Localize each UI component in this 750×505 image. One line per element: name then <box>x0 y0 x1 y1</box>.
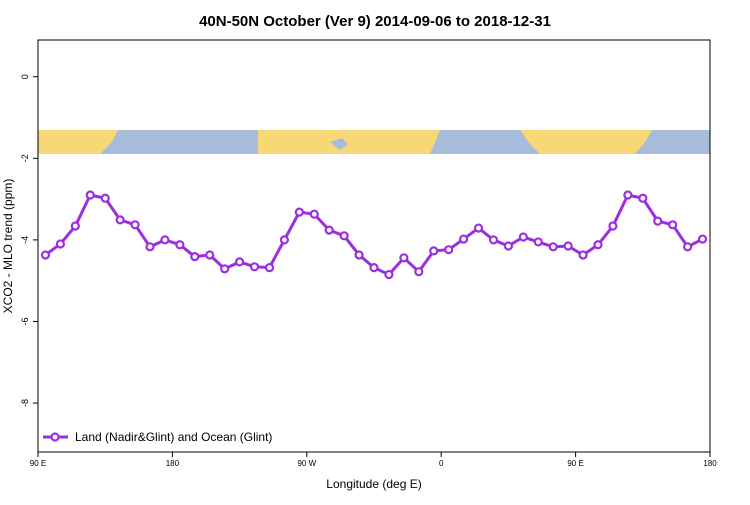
data-point <box>682 242 693 252</box>
data-point <box>264 263 275 273</box>
y-tick-label: -8 <box>20 399 30 407</box>
x-tick-label: 180 <box>703 459 717 468</box>
data-point <box>85 190 95 200</box>
data-point <box>503 241 513 251</box>
data-point <box>653 216 663 226</box>
data-point <box>414 267 424 277</box>
data-point <box>205 250 215 260</box>
plot-frame <box>37 39 711 453</box>
data-point <box>668 220 678 230</box>
data-point <box>100 193 110 203</box>
data-point <box>115 215 125 225</box>
data-point <box>444 245 454 255</box>
y-tick-label: 0 <box>20 74 30 79</box>
data-point <box>488 235 499 245</box>
y-tick-label: -4 <box>20 236 30 244</box>
data-point <box>399 253 409 263</box>
data-point <box>593 240 603 250</box>
data-point <box>518 232 528 242</box>
data-point <box>70 221 80 231</box>
data-point <box>235 257 245 267</box>
data-point <box>697 234 708 244</box>
data-point <box>160 235 170 245</box>
x-tick-label: 180 <box>166 459 180 468</box>
data-point <box>459 234 469 244</box>
data-point <box>354 250 364 260</box>
x-tick-label: 90 E <box>567 459 583 468</box>
data-point <box>279 235 289 245</box>
x-axis-label: Longitude (deg E) <box>326 477 421 491</box>
data-point <box>638 193 648 203</box>
data-point <box>563 241 573 251</box>
data-point <box>339 231 349 241</box>
data-point <box>548 242 558 252</box>
data-point <box>145 242 155 252</box>
data-point <box>473 223 484 233</box>
data-point <box>130 220 140 230</box>
data-point <box>220 264 230 274</box>
data-point <box>623 190 633 200</box>
y-tick-label: -6 <box>20 317 30 325</box>
data-point <box>578 250 588 260</box>
legend-label: Land (Nadir&Glint) and Ocean (Glint) <box>75 430 272 444</box>
data-point <box>324 225 334 235</box>
data-point <box>369 263 379 273</box>
data-point <box>608 221 618 231</box>
data-point <box>55 239 66 249</box>
chart-title: 40N-50N October (Ver 9) 2014-09-06 to 20… <box>199 13 551 30</box>
data-point <box>249 262 260 272</box>
data-point <box>190 252 200 262</box>
map-strip <box>38 130 710 154</box>
y-tick-label: -2 <box>20 154 30 162</box>
data-point <box>40 250 51 260</box>
data-point <box>384 269 394 280</box>
data-point <box>533 237 543 247</box>
x-tick-label: 90 W <box>297 459 316 468</box>
legend-marker <box>50 432 60 442</box>
data-point <box>309 209 319 219</box>
data-point <box>294 207 304 217</box>
data-point <box>429 246 439 256</box>
data-point <box>175 240 185 250</box>
series-line <box>44 193 704 277</box>
x-tick-label: 0 <box>439 459 444 468</box>
y-axis-label: XCO2 - MLO trend (ppm) <box>1 179 15 314</box>
x-tick-label: 90 E <box>30 459 46 468</box>
